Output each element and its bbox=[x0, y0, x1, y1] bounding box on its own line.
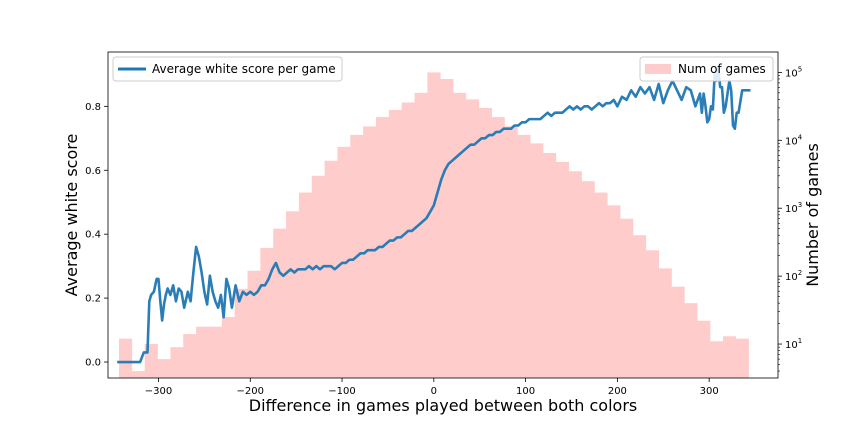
histogram-bar bbox=[157, 359, 171, 378]
histogram-bar bbox=[684, 303, 698, 378]
histogram-bar bbox=[440, 78, 454, 379]
histogram-bar bbox=[170, 347, 184, 378]
x-tick-label: −200 bbox=[237, 386, 264, 397]
histogram-bar bbox=[414, 92, 428, 378]
histogram-bar bbox=[568, 171, 582, 378]
histogram-bar bbox=[697, 320, 711, 378]
bar-legend-box bbox=[639, 56, 774, 82]
histogram-bar bbox=[363, 126, 377, 379]
line-legend-box bbox=[112, 56, 343, 82]
histogram-bar bbox=[491, 117, 505, 378]
bar-legend-label: Num of games bbox=[678, 62, 766, 76]
histogram-bar bbox=[427, 72, 441, 379]
histogram-bar bbox=[247, 270, 261, 378]
histogram-bar bbox=[286, 211, 300, 378]
x-axis-label: Difference in games played between both … bbox=[249, 396, 637, 415]
histogram-bar bbox=[478, 107, 492, 378]
histogram-bar bbox=[530, 143, 544, 378]
y-right-tick-label: 105 bbox=[785, 65, 802, 79]
bar-legend: Num of games bbox=[639, 56, 774, 82]
histogram-bar bbox=[234, 288, 248, 378]
histogram-bar bbox=[645, 250, 659, 378]
histogram-bar bbox=[607, 205, 621, 378]
histogram-bar bbox=[208, 326, 223, 378]
histogram-bar bbox=[273, 228, 287, 378]
y-left-tick-label: 0.8 bbox=[85, 102, 101, 113]
histogram-bar bbox=[620, 218, 634, 378]
y-right-tick-label: 104 bbox=[785, 133, 803, 147]
histogram-bar bbox=[722, 336, 737, 378]
bar-legend-swatch bbox=[645, 64, 671, 74]
histogram-bar bbox=[221, 317, 235, 378]
histogram-bar bbox=[710, 341, 724, 378]
histogram-bar bbox=[260, 247, 274, 378]
y-left-tick-label: 0.4 bbox=[85, 230, 101, 241]
histogram-bar bbox=[131, 371, 146, 378]
histogram-bar bbox=[671, 286, 685, 378]
y-left-axis-ticks: 0.0 0.2 0.4 0.6 0.8 bbox=[85, 102, 108, 369]
x-axis-ticks: −300 −200 −100 0 100 200 300 bbox=[145, 378, 719, 397]
x-tick-label: 0 bbox=[431, 386, 437, 397]
histogram-bar bbox=[735, 338, 749, 378]
score-line-series bbox=[117, 66, 751, 364]
histogram-bar bbox=[119, 338, 133, 378]
y-left-tick-label: 0.0 bbox=[85, 358, 101, 369]
histogram-bar bbox=[658, 268, 672, 378]
histogram-bar bbox=[632, 235, 647, 378]
histogram-bar bbox=[388, 109, 402, 379]
histogram-bar bbox=[504, 126, 518, 379]
y-left-tick-label: 0.2 bbox=[85, 294, 101, 305]
y-right-tick-label: 101 bbox=[785, 337, 802, 351]
histogram-bar bbox=[311, 175, 325, 378]
histogram-bar bbox=[183, 334, 197, 378]
y-right-tick-label: 103 bbox=[785, 201, 802, 215]
x-tick-label: −100 bbox=[328, 386, 355, 397]
histogram-bar bbox=[555, 161, 570, 378]
x-tick-label: −300 bbox=[145, 386, 172, 397]
histogram-bar bbox=[324, 160, 338, 378]
line-legend: Average white score per game bbox=[112, 56, 343, 82]
histogram-bar bbox=[453, 92, 467, 378]
histogram-bar bbox=[196, 326, 210, 378]
histogram-bar bbox=[581, 181, 595, 378]
y-right-tick-label: 102 bbox=[785, 269, 802, 283]
y-right-axis-label: Number of games bbox=[803, 143, 822, 287]
y-right-axis-ticks: 101 102 103 104 105 bbox=[778, 65, 803, 372]
histogram-bar bbox=[401, 102, 415, 378]
line-legend-label: Average white score per game bbox=[152, 62, 336, 76]
histogram-bar bbox=[594, 192, 608, 378]
score-line bbox=[117, 66, 751, 364]
x-tick-label: 100 bbox=[516, 386, 535, 397]
histogram-bars bbox=[119, 72, 749, 379]
histogram-bar bbox=[517, 134, 531, 378]
histogram-bar bbox=[465, 99, 480, 379]
y-left-axis-label: Average white score bbox=[62, 134, 81, 297]
x-tick-label: 300 bbox=[700, 386, 719, 397]
histogram-bar bbox=[298, 192, 313, 378]
x-tick-label: 200 bbox=[608, 386, 627, 397]
histogram-bar bbox=[543, 153, 557, 378]
y-left-tick-label: 0.6 bbox=[85, 166, 101, 177]
